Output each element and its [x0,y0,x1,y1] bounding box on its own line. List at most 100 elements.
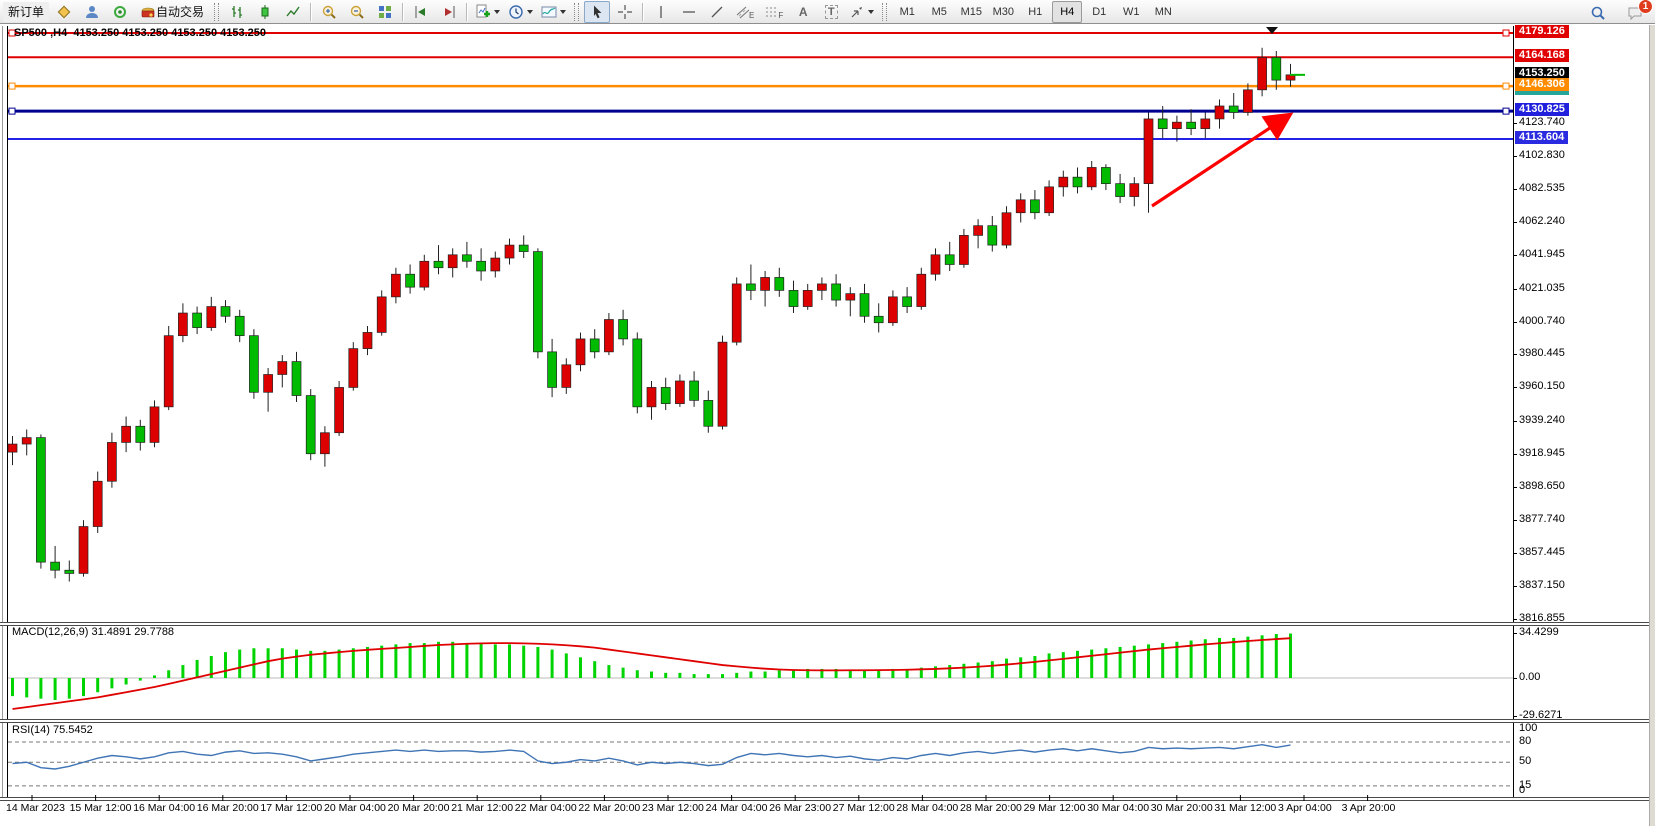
candle-body [362,332,373,349]
timeframe-h4[interactable]: H4 [1052,0,1083,23]
price-tick: 3980.445 [1519,347,1565,360]
price-tick: 3816.855 [1519,611,1565,624]
candle-body [944,254,955,265]
price-tickmark [1513,122,1517,124]
search-button[interactable] [1585,2,1611,24]
candle-body [320,432,330,455]
price-line-label[interactable]: 4179.126 [1515,25,1569,38]
line-handle[interactable] [8,82,16,90]
auto-scroll-button[interactable] [408,1,434,23]
timeframe-m1[interactable]: M1 [899,5,915,18]
price-tick: 4102.830 [1519,149,1565,162]
clock-icon [508,4,524,20]
toolbar-grip[interactable] [574,2,580,21]
price-line-label[interactable]: 4153.250 [1515,66,1569,80]
timeframe-h1[interactable]: H1 [1028,5,1043,18]
macd-tickmark [1513,716,1517,718]
channel-icon [735,4,751,20]
candle-body [888,296,898,324]
timeframe-w1[interactable]: W1 [1123,5,1140,18]
channel-tool[interactable]: E [732,1,759,23]
candle-body [263,374,273,393]
horizontal-line-tool[interactable] [676,1,702,23]
date-label: 26 Mar 23:00 [769,802,832,814]
candle-body [845,293,856,301]
line-handle[interactable] [1502,107,1510,115]
line-handle[interactable] [1502,29,1510,37]
timeframe-m5[interactable]: M5 [931,5,947,18]
candle-body [433,260,444,269]
auto-trading-button[interactable]: 自动交易 [135,1,209,23]
trendline-tool[interactable] [704,1,730,23]
candle-body [873,315,884,324]
timeframe-m15[interactable]: M15 [960,5,982,18]
price-line-label[interactable]: 4113.604 [1515,130,1569,144]
timeframe-d1[interactable]: D1 [1092,5,1107,18]
macd-tickmark [1513,633,1517,635]
price-tick: 3837.150 [1519,579,1565,592]
bar-chart-icon [229,4,245,20]
candle-body [178,312,188,337]
date-label: 17 Mar 12:00 [260,802,323,814]
price-line-label[interactable]: 4130.825 [1515,103,1569,117]
text-tool[interactable]: A [790,1,816,23]
notifications-button[interactable]: 1 [1622,0,1653,24]
candle-body [802,290,813,307]
macd-pane-separator[interactable] [0,622,1649,626]
candle-body [774,277,785,291]
line-handle[interactable] [1502,82,1510,90]
zoom-out-button[interactable] [344,1,370,23]
timeframe-mn[interactable]: MN [1154,5,1172,18]
chart-title-ohlc: 4153.250 4153.250 4153.250 4153.250 [73,27,267,39]
price-line-label[interactable]: 4146.306 [1515,78,1569,92]
chart-area[interactable]: SP500 ,H4 4153.250 4153.250 4153.250 415… [0,25,1655,826]
price-tickmark [1513,222,1517,224]
signal-button[interactable] [107,1,133,23]
period-button[interactable] [505,1,536,23]
tile-windows-button[interactable] [372,1,398,23]
toolbar-grip[interactable] [882,2,888,21]
toolbar-grip[interactable] [214,2,220,21]
fibonacci-tool[interactable]: F [761,1,788,23]
candle-body [1058,176,1069,188]
rsi-pane-separator[interactable] [0,719,1649,723]
crosshair-tool-button[interactable] [612,1,638,23]
candle-body [1271,57,1282,81]
bar-chart-mode-button[interactable] [224,1,250,23]
candle-body [575,338,586,366]
date-label: 21 Mar 12:00 [451,802,514,814]
date-label: 24 Mar 04:00 [705,802,768,814]
new-chart-icon [475,4,491,20]
profile-button[interactable] [79,1,105,23]
candle-body [831,283,841,301]
candlestick-mode-button[interactable] [252,1,278,23]
indicators-icon [541,4,557,20]
line-chart-mode-button[interactable] [280,1,306,23]
price-tickmark [1513,254,1517,256]
chart-canvas [7,27,1513,801]
new-chart-button[interactable] [472,1,503,23]
candle-body [760,277,770,291]
date-label: 28 Mar 04:00 [896,802,959,814]
price-line-label[interactable]: 4164.168 [1515,49,1569,63]
candle-body [291,361,302,396]
line-handle[interactable] [8,107,16,115]
new-order-button[interactable]: 新订单 [3,1,50,22]
date-label: 31 Mar 12:00 [1214,802,1277,814]
zoom-in-button[interactable] [316,1,342,23]
chart-shift-button[interactable] [436,1,462,23]
timeframe-m30[interactable]: M30 [992,5,1014,18]
candle-body [1129,183,1140,197]
trend-arrow[interactable] [1151,112,1294,208]
text-label-tool[interactable]: T [818,1,844,23]
deposit-button[interactable] [51,1,77,23]
candle-body [632,338,643,408]
candle-body [206,306,217,328]
chart-title-symbol: SP500 ,H4 [14,27,68,39]
macd-label: MACD(12,26,9) 31.4891 29.7788 [12,626,175,638]
arrows-tool[interactable] [846,1,877,23]
indicators-button[interactable] [538,1,569,23]
candle-body [930,254,941,275]
cursor-tool-button[interactable] [584,0,611,23]
vertical-line-tool[interactable] [648,1,674,23]
